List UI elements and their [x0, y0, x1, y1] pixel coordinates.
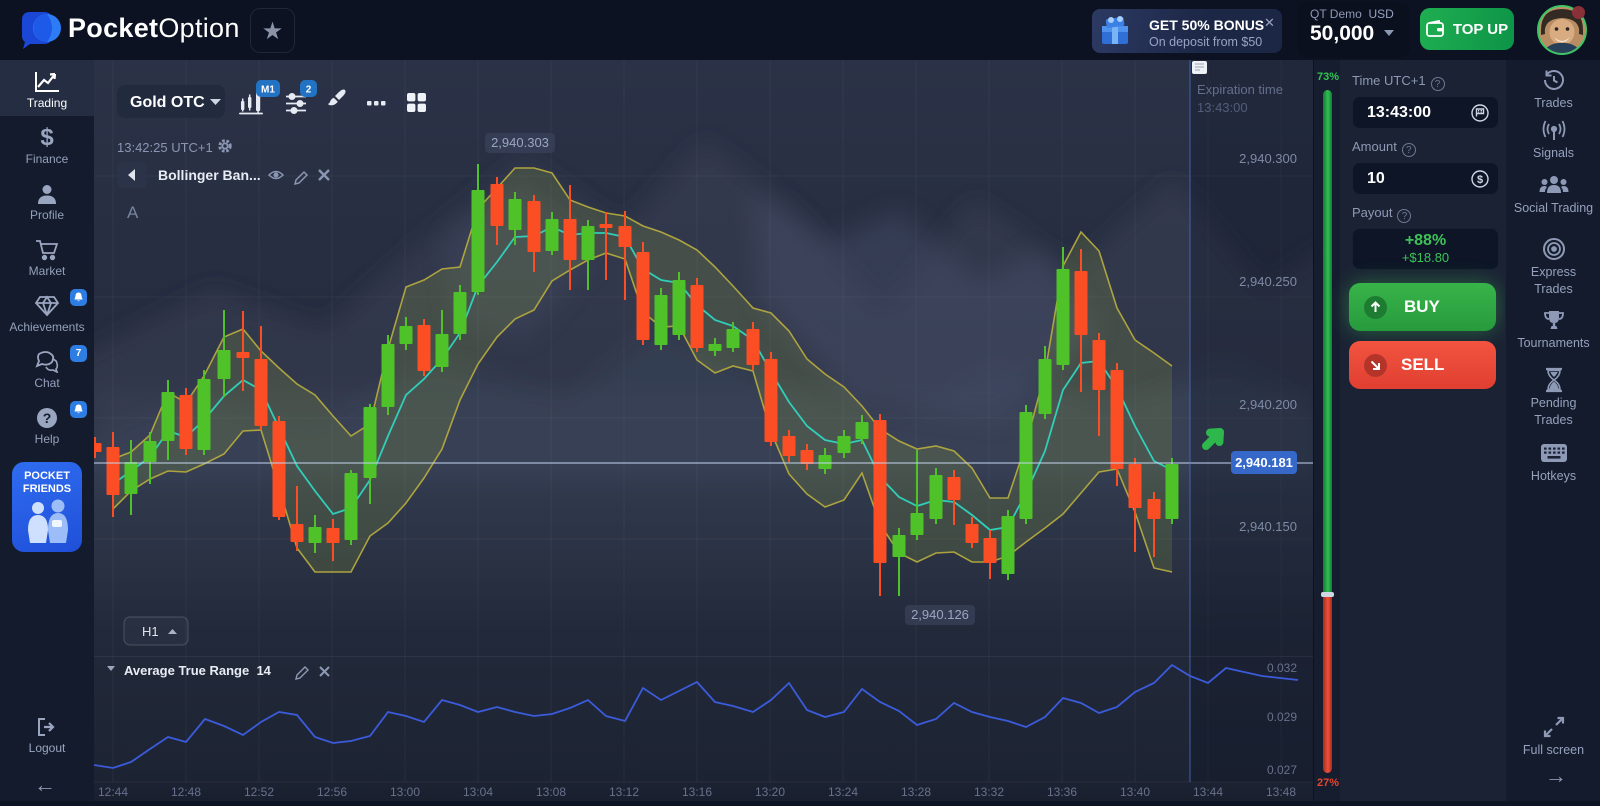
svg-text:Gold OTC: Gold OTC — [130, 94, 205, 111]
svg-text:2,940.250: 2,940.250 — [1239, 274, 1297, 289]
svg-text:13:28: 13:28 — [901, 785, 931, 799]
svg-text:2,940.150: 2,940.150 — [1239, 519, 1297, 534]
svg-text:13:24: 13:24 — [828, 785, 858, 799]
svg-text:A: A — [127, 203, 139, 222]
svg-text:12:48: 12:48 — [171, 785, 201, 799]
svg-text:13:08: 13:08 — [536, 785, 566, 799]
svg-text:$: $ — [1477, 174, 1483, 186]
svg-text:2: 2 — [306, 85, 312, 96]
svg-text:12:52: 12:52 — [244, 785, 274, 799]
svg-text:?: ? — [43, 410, 52, 426]
svg-text:13:36: 13:36 — [1047, 785, 1077, 799]
svg-text:13:44: 13:44 — [1193, 785, 1223, 799]
svg-text:Bollinger Ban...: Bollinger Ban... — [158, 167, 261, 183]
svg-text:13:12: 13:12 — [609, 785, 639, 799]
svg-text:Average True Range 14: Average True Range 14 — [124, 663, 272, 678]
svg-text:2,940.200: 2,940.200 — [1239, 397, 1297, 412]
svg-text:13:43:00: 13:43:00 — [1197, 100, 1248, 115]
svg-text:0.032: 0.032 — [1267, 661, 1297, 675]
svg-text:Expiration time: Expiration time — [1197, 82, 1283, 97]
svg-text:13:04: 13:04 — [463, 785, 493, 799]
svg-text:H1: H1 — [142, 624, 159, 639]
svg-text:13:20: 13:20 — [755, 785, 785, 799]
svg-text:13:40: 13:40 — [1120, 785, 1150, 799]
svg-text:13:48: 13:48 — [1266, 785, 1296, 799]
svg-text:13:00: 13:00 — [390, 785, 420, 799]
svg-text:12:44: 12:44 — [98, 785, 128, 799]
svg-text:2,940.300: 2,940.300 — [1239, 151, 1297, 166]
svg-text:13:16: 13:16 — [682, 785, 712, 799]
svg-text:12:56: 12:56 — [317, 785, 347, 799]
svg-text:0.029: 0.029 — [1267, 710, 1297, 724]
svg-text:13:32: 13:32 — [974, 785, 1004, 799]
svg-text:2,940.303: 2,940.303 — [491, 135, 549, 150]
svg-text:2,940.181: 2,940.181 — [1235, 455, 1293, 470]
svg-text:M1: M1 — [261, 85, 275, 96]
svg-text:2,940.126: 2,940.126 — [911, 607, 969, 622]
svg-text:0.027: 0.027 — [1267, 763, 1297, 777]
svg-text:13:42:25 UTC+1: 13:42:25 UTC+1 — [117, 140, 213, 155]
